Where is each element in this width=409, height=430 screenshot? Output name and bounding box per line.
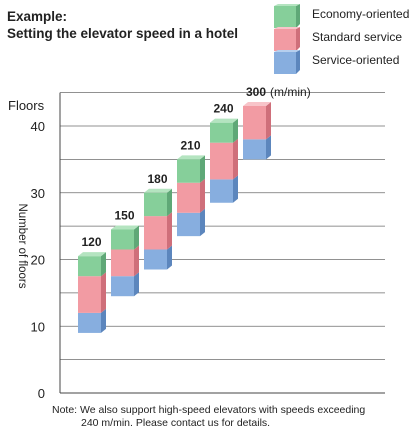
note-line-2: 240 m/min. Please contact us for details… bbox=[81, 416, 271, 429]
bar-segment bbox=[210, 138, 238, 180]
bar-top-face bbox=[210, 118, 238, 123]
legend-label: Economy-oriented bbox=[312, 7, 409, 21]
bar-segment bbox=[111, 245, 139, 277]
bar-segment bbox=[243, 101, 271, 140]
title-line-2: Setting the elevator speed in a hotel bbox=[7, 26, 239, 41]
bar-segment bbox=[78, 272, 106, 313]
legend-item: Economy-oriented bbox=[272, 4, 409, 28]
bar-segment bbox=[177, 208, 205, 237]
y-tick-label: 20 bbox=[31, 253, 45, 268]
bar-segment bbox=[78, 252, 106, 277]
legend-label: Service-oriented bbox=[312, 53, 400, 67]
bars bbox=[78, 101, 271, 333]
y-tick-label: 40 bbox=[31, 119, 45, 134]
bar-segment bbox=[78, 308, 106, 333]
y-axis: 0 10 20 30 40 Floors Number of floors bbox=[8, 92, 385, 401]
bar-labels: 120 150 180 210 240 300 (m/min) bbox=[81, 85, 310, 249]
bar-segment bbox=[177, 178, 205, 213]
legend-item: Standard service bbox=[272, 27, 409, 51]
bar-top-face bbox=[243, 101, 271, 106]
bar-segment bbox=[111, 272, 139, 297]
bar-segment bbox=[111, 225, 139, 250]
bar-speed-label: 180 bbox=[147, 172, 167, 186]
bar-top-face bbox=[78, 252, 106, 257]
y-tick-label: 10 bbox=[31, 319, 45, 334]
bar-top-face bbox=[144, 188, 172, 193]
bar-speed-label: 240 bbox=[213, 102, 233, 116]
bar-segment bbox=[144, 245, 172, 270]
note-line-1: Note: We also support high-speed elevato… bbox=[52, 404, 366, 416]
footnote: Note: We also support high-speed elevato… bbox=[52, 404, 365, 429]
legend-swatch bbox=[274, 50, 300, 74]
title-line-1: Example: bbox=[7, 9, 68, 24]
y-axis-title: Number of floors bbox=[16, 203, 28, 288]
bar-speed-label: 120 bbox=[81, 235, 101, 249]
bar-segment bbox=[210, 175, 238, 203]
bar-segment bbox=[144, 188, 172, 217]
y-tick-label: 0 bbox=[38, 386, 45, 401]
bar-segment bbox=[177, 155, 205, 183]
chart-title: Example: Setting the elevator speed in a… bbox=[7, 8, 238, 42]
legend-swatch bbox=[274, 4, 300, 28]
bar-speed-label: 300 (m/min) bbox=[246, 85, 311, 99]
bar-segment bbox=[144, 212, 172, 250]
legend-swatch bbox=[274, 27, 300, 51]
bar-segment bbox=[210, 118, 238, 143]
legend-label: Standard service bbox=[312, 30, 403, 44]
bar-speed-label: 150 bbox=[114, 208, 134, 222]
bar-speed-label: 210 bbox=[180, 138, 200, 152]
legend-item: Service-oriented bbox=[272, 50, 409, 74]
y-axis-unit-label: Floors bbox=[8, 98, 45, 113]
bar-segment bbox=[243, 135, 271, 160]
bar-top-face bbox=[111, 225, 139, 230]
bar-top-face bbox=[177, 155, 205, 160]
y-tick-label: 30 bbox=[31, 186, 45, 201]
